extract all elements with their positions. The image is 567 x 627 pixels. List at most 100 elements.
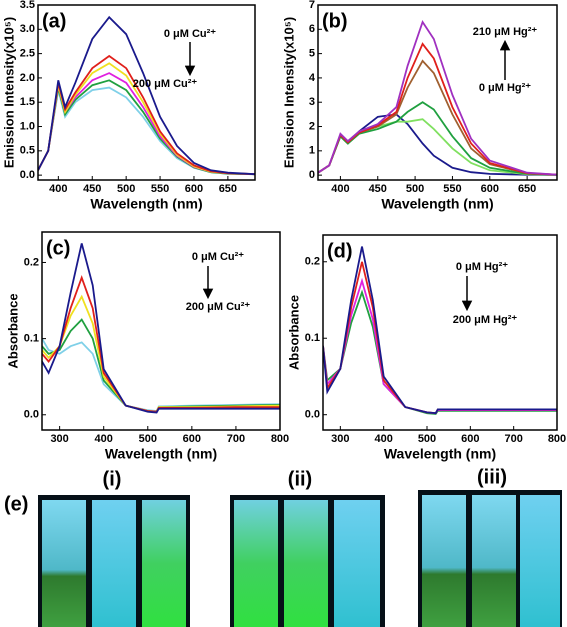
plot-area [38,15,255,176]
plot-frame [41,231,281,431]
y-tick-label: 7 [309,0,315,11]
x-tick-label: 800 [548,433,566,445]
chart-panel: 300 400 500 600 700 800 0.0 0.1 0.2 Wavelength (n… [5,231,289,462]
panel-label: (c) [46,237,70,259]
x-tick-label: 700 [227,433,245,445]
panel-label: (a) [42,10,66,32]
annotation: 0 μM Cu²⁺ [192,251,244,263]
y-axis-label: Absorbance [286,295,301,370]
photo-panel: (e) (i) (ii) (iii) [4,466,562,627]
spectrum-line [42,294,280,413]
x-tick-label: 450 [369,183,387,195]
x-tick-label: 300 [331,433,349,445]
x-tick-label: 600 [185,183,203,195]
x-tick-label: 500 [406,183,424,195]
x-tick-label: 550 [151,183,169,195]
annotation: 0 μM Hg²⁺ [479,82,531,94]
spectrum-line [42,338,280,412]
chart-panel: 400 450 500 550 600 650 0.0 0.5 1.0 1.5 2.0 2.5 3.0 3… [1,0,256,212]
spectrum-line [318,19,557,176]
y-tick-label: 1 [309,145,315,157]
annotation: 210 μM Hg²⁺ [473,26,538,38]
annotation: 200 μM Cu²⁺ [133,78,198,90]
spectrum-line [42,243,280,414]
x-tick-label: 500 [418,433,436,445]
spectrum-line [318,118,557,176]
spectrum-line [323,261,557,415]
panel-label: (e) [4,493,28,515]
x-axis-label: Wavelength (nm) [384,446,496,462]
plot-area [42,243,280,414]
spectrum-line [38,15,255,176]
x-axis-label: Wavelength (nm) [105,446,217,462]
annotation: 0 μM Hg²⁺ [456,261,508,273]
y-tick-label: 1.0 [20,120,35,132]
x-tick-label: 400 [331,183,349,195]
x-tick-label: 700 [504,433,522,445]
plot-frame [317,4,558,181]
y-tick-label: 3.0 [20,23,35,35]
x-tick-label: 600 [481,183,499,195]
plot-area [323,246,557,415]
annotation: 200 μM Hg²⁺ [453,314,518,326]
panel-label: (d) [327,240,353,262]
group-label: (ii) [288,468,312,490]
y-tick-label: 2.5 [20,48,35,60]
plot-frame [37,4,256,181]
y-axis-label: Emission Intensity(x10⁵) [281,17,296,168]
x-tick-label: 500 [139,433,157,445]
y-tick-label: 0.0 [24,409,39,421]
x-tick-label: 550 [443,183,461,195]
x-axis-label: Wavelength (nm) [90,196,202,212]
spectrum-line [38,54,255,176]
x-tick-label: 400 [374,433,392,445]
y-tick-label: 0.5 [20,145,35,157]
y-tick-label: 0.1 [24,333,39,345]
x-tick-label: 400 [49,183,67,195]
spectrum-line [318,101,557,176]
y-axis-label: Emission Intensity(x10⁵) [1,17,16,168]
y-tick-label: 4 [309,72,316,84]
y-tick-label: 6 [309,23,315,35]
y-axis-label: Absorbance [5,293,20,368]
y-tick-label: 2 [309,120,315,132]
y-tick-label: 2.0 [20,72,35,84]
cuvette [422,495,466,627]
x-tick-label: 600 [461,433,479,445]
x-tick-label: 650 [219,183,237,195]
x-axis-label: Wavelength (nm) [381,196,493,212]
x-tick-label: 600 [183,433,201,445]
y-tick-label: 0 [309,169,315,181]
y-tick-label: 0.2 [24,256,39,268]
y-tick-label: 5 [309,48,315,60]
cuvette [284,500,328,627]
y-tick-label: 3.5 [20,0,35,11]
y-tick-label: 0.2 [305,256,320,268]
y-tick-label: 0.0 [20,169,35,181]
cuvette [520,495,560,627]
group-label: (i) [103,468,122,490]
x-tick-label: 500 [117,183,135,195]
y-tick-label: 0.0 [305,409,320,421]
x-tick-label: 300 [50,433,68,445]
x-tick-label: 650 [518,183,536,195]
y-tick-label: 1.5 [20,96,35,108]
y-tick-label: 0.1 [305,332,320,344]
group-label: (iii) [477,466,507,488]
x-tick-label: 450 [83,183,101,195]
chart-panel: 400 450 500 550 600 650 0 1 2 3 4 5 6 7 Wavelength (nm… [281,0,558,212]
cuvette [234,500,278,627]
cuvette [142,500,186,627]
cuvette [334,500,380,627]
x-tick-label: 800 [271,433,289,445]
spectrum-line [42,318,280,413]
annotation: 0 μM Cu²⁺ [164,28,216,40]
chart-panel: 300 400 500 600 700 800 0.0 0.1 0.2 Wavelength (n… [286,234,566,462]
plot-area [318,19,557,176]
y-tick-label: 3 [309,96,315,108]
cuvette [472,495,516,627]
cuvette [92,500,136,627]
plot-frame [322,234,558,431]
spectrum-line [323,246,557,415]
